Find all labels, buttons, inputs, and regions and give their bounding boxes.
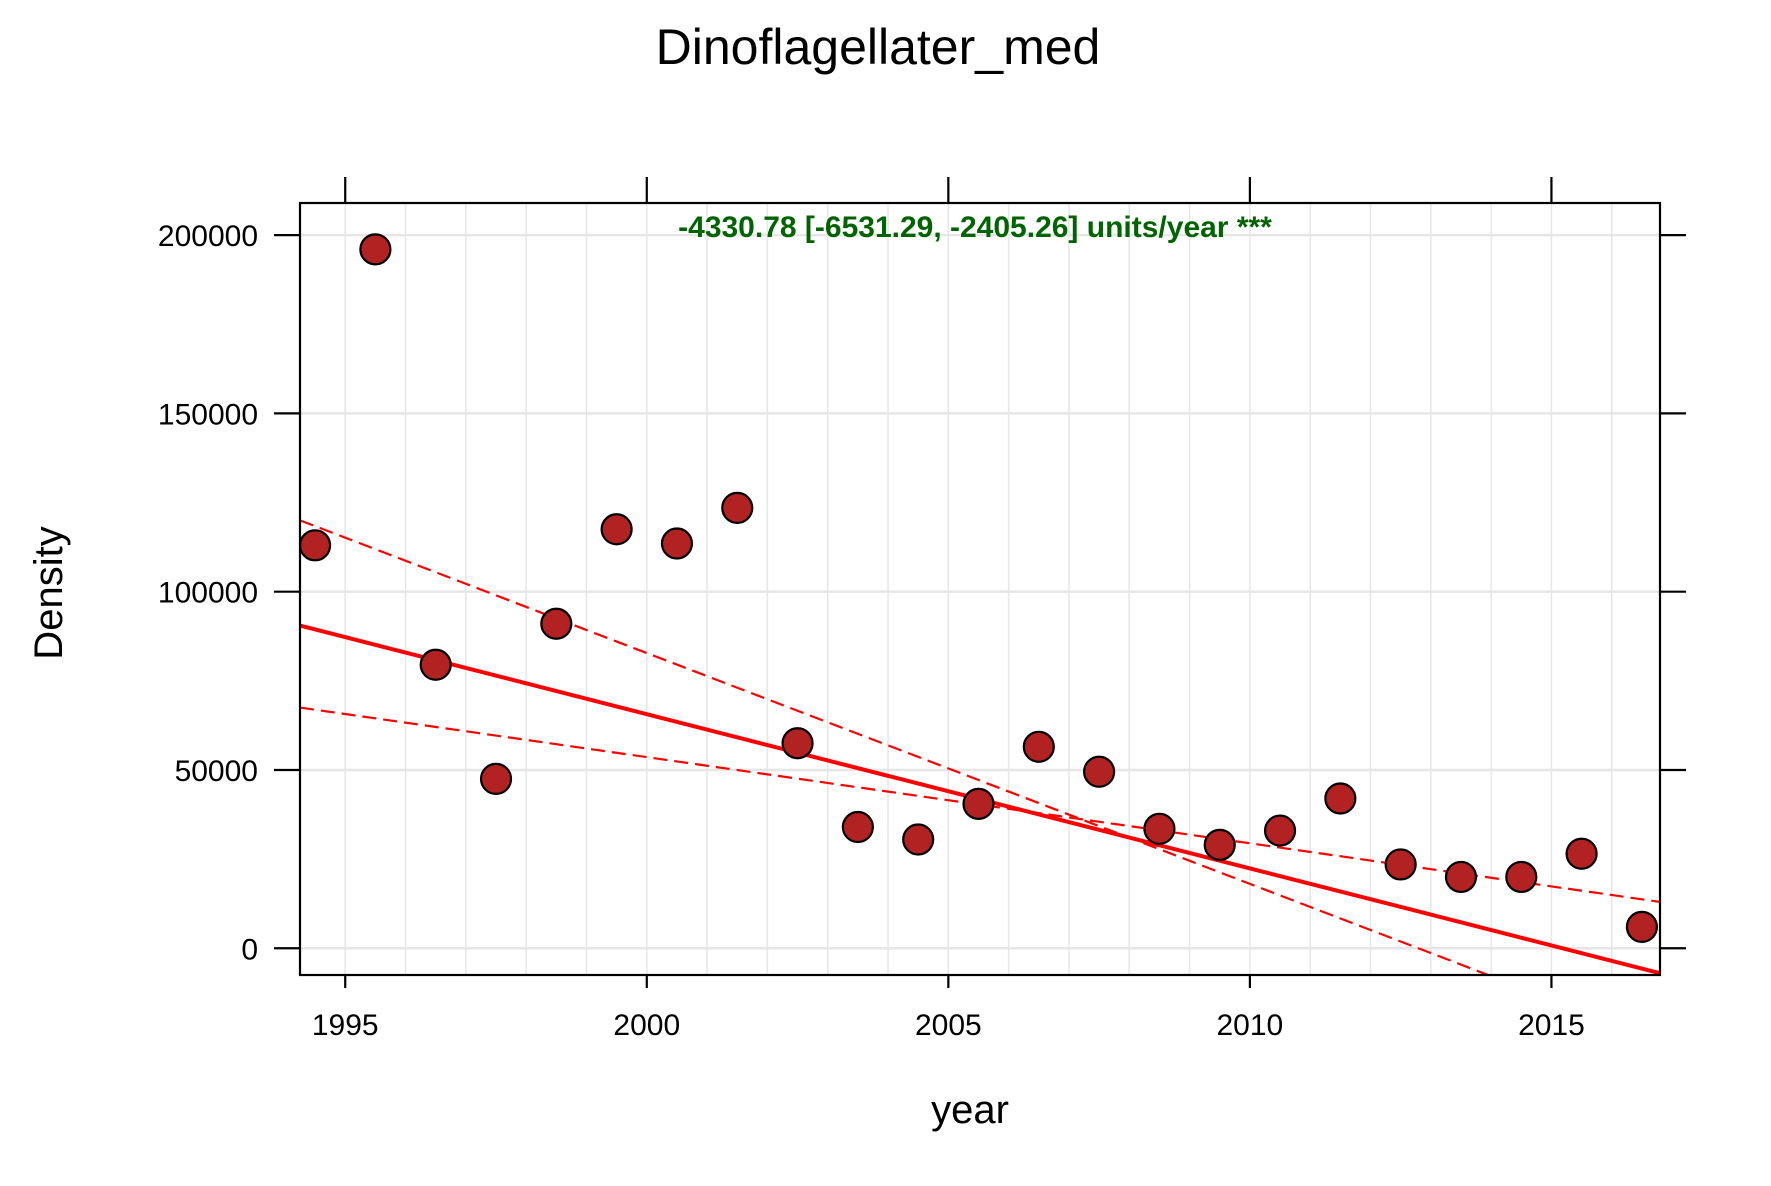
data-point [962,787,995,820]
data-point [1625,910,1659,943]
y-tick-label: 150000 [158,398,258,431]
data-point [1324,782,1357,815]
trend-annotation: -4330.78 [-6531.29, -2405.26] units/year… [678,211,1272,244]
data-point [1083,755,1116,788]
data-point [419,648,452,681]
x-tick-label: 2000 [613,1009,680,1042]
point-layer [298,233,1659,943]
plot-frame [298,201,1662,977]
data-point [781,727,814,760]
x-tick-label: 2015 [1518,1009,1585,1042]
trend-layer [300,519,1660,975]
data-point [359,233,392,266]
data-point [298,529,332,562]
x-tick-label: 2005 [915,1009,982,1042]
data-point [600,513,633,546]
x-tick-label: 2010 [1217,1009,1284,1042]
y-axis-title: Density [27,526,71,659]
data-point [540,607,573,640]
data-point [660,527,694,560]
data-point [841,810,874,844]
data-point [902,823,935,856]
data-point [1203,828,1236,861]
data-point [1384,848,1417,881]
data-point [1565,837,1598,870]
y-tick-label: 0 [241,933,258,966]
data-point [1444,860,1478,894]
data-point [1505,860,1538,894]
grid-layer [300,203,1660,975]
x-axis-title: year [931,1088,1009,1132]
data-point [1263,814,1297,847]
chart-title: Dinoflagellater_med [656,19,1101,75]
data-point [479,762,513,795]
x-tick-label: 1995 [312,1009,379,1042]
y-tick-label: 200000 [158,220,258,253]
y-tick-label: 100000 [158,577,258,610]
axis-layer: 1995 2000 2005 2010 2015 0 50000 100000 150000 20… [158,177,1686,1042]
confidence-line [300,519,1489,975]
data-point [1143,812,1176,845]
data-point [1022,730,1055,763]
data-point [721,491,754,524]
confidence-line [300,706,1660,903]
y-tick-label: 50000 [175,755,258,788]
